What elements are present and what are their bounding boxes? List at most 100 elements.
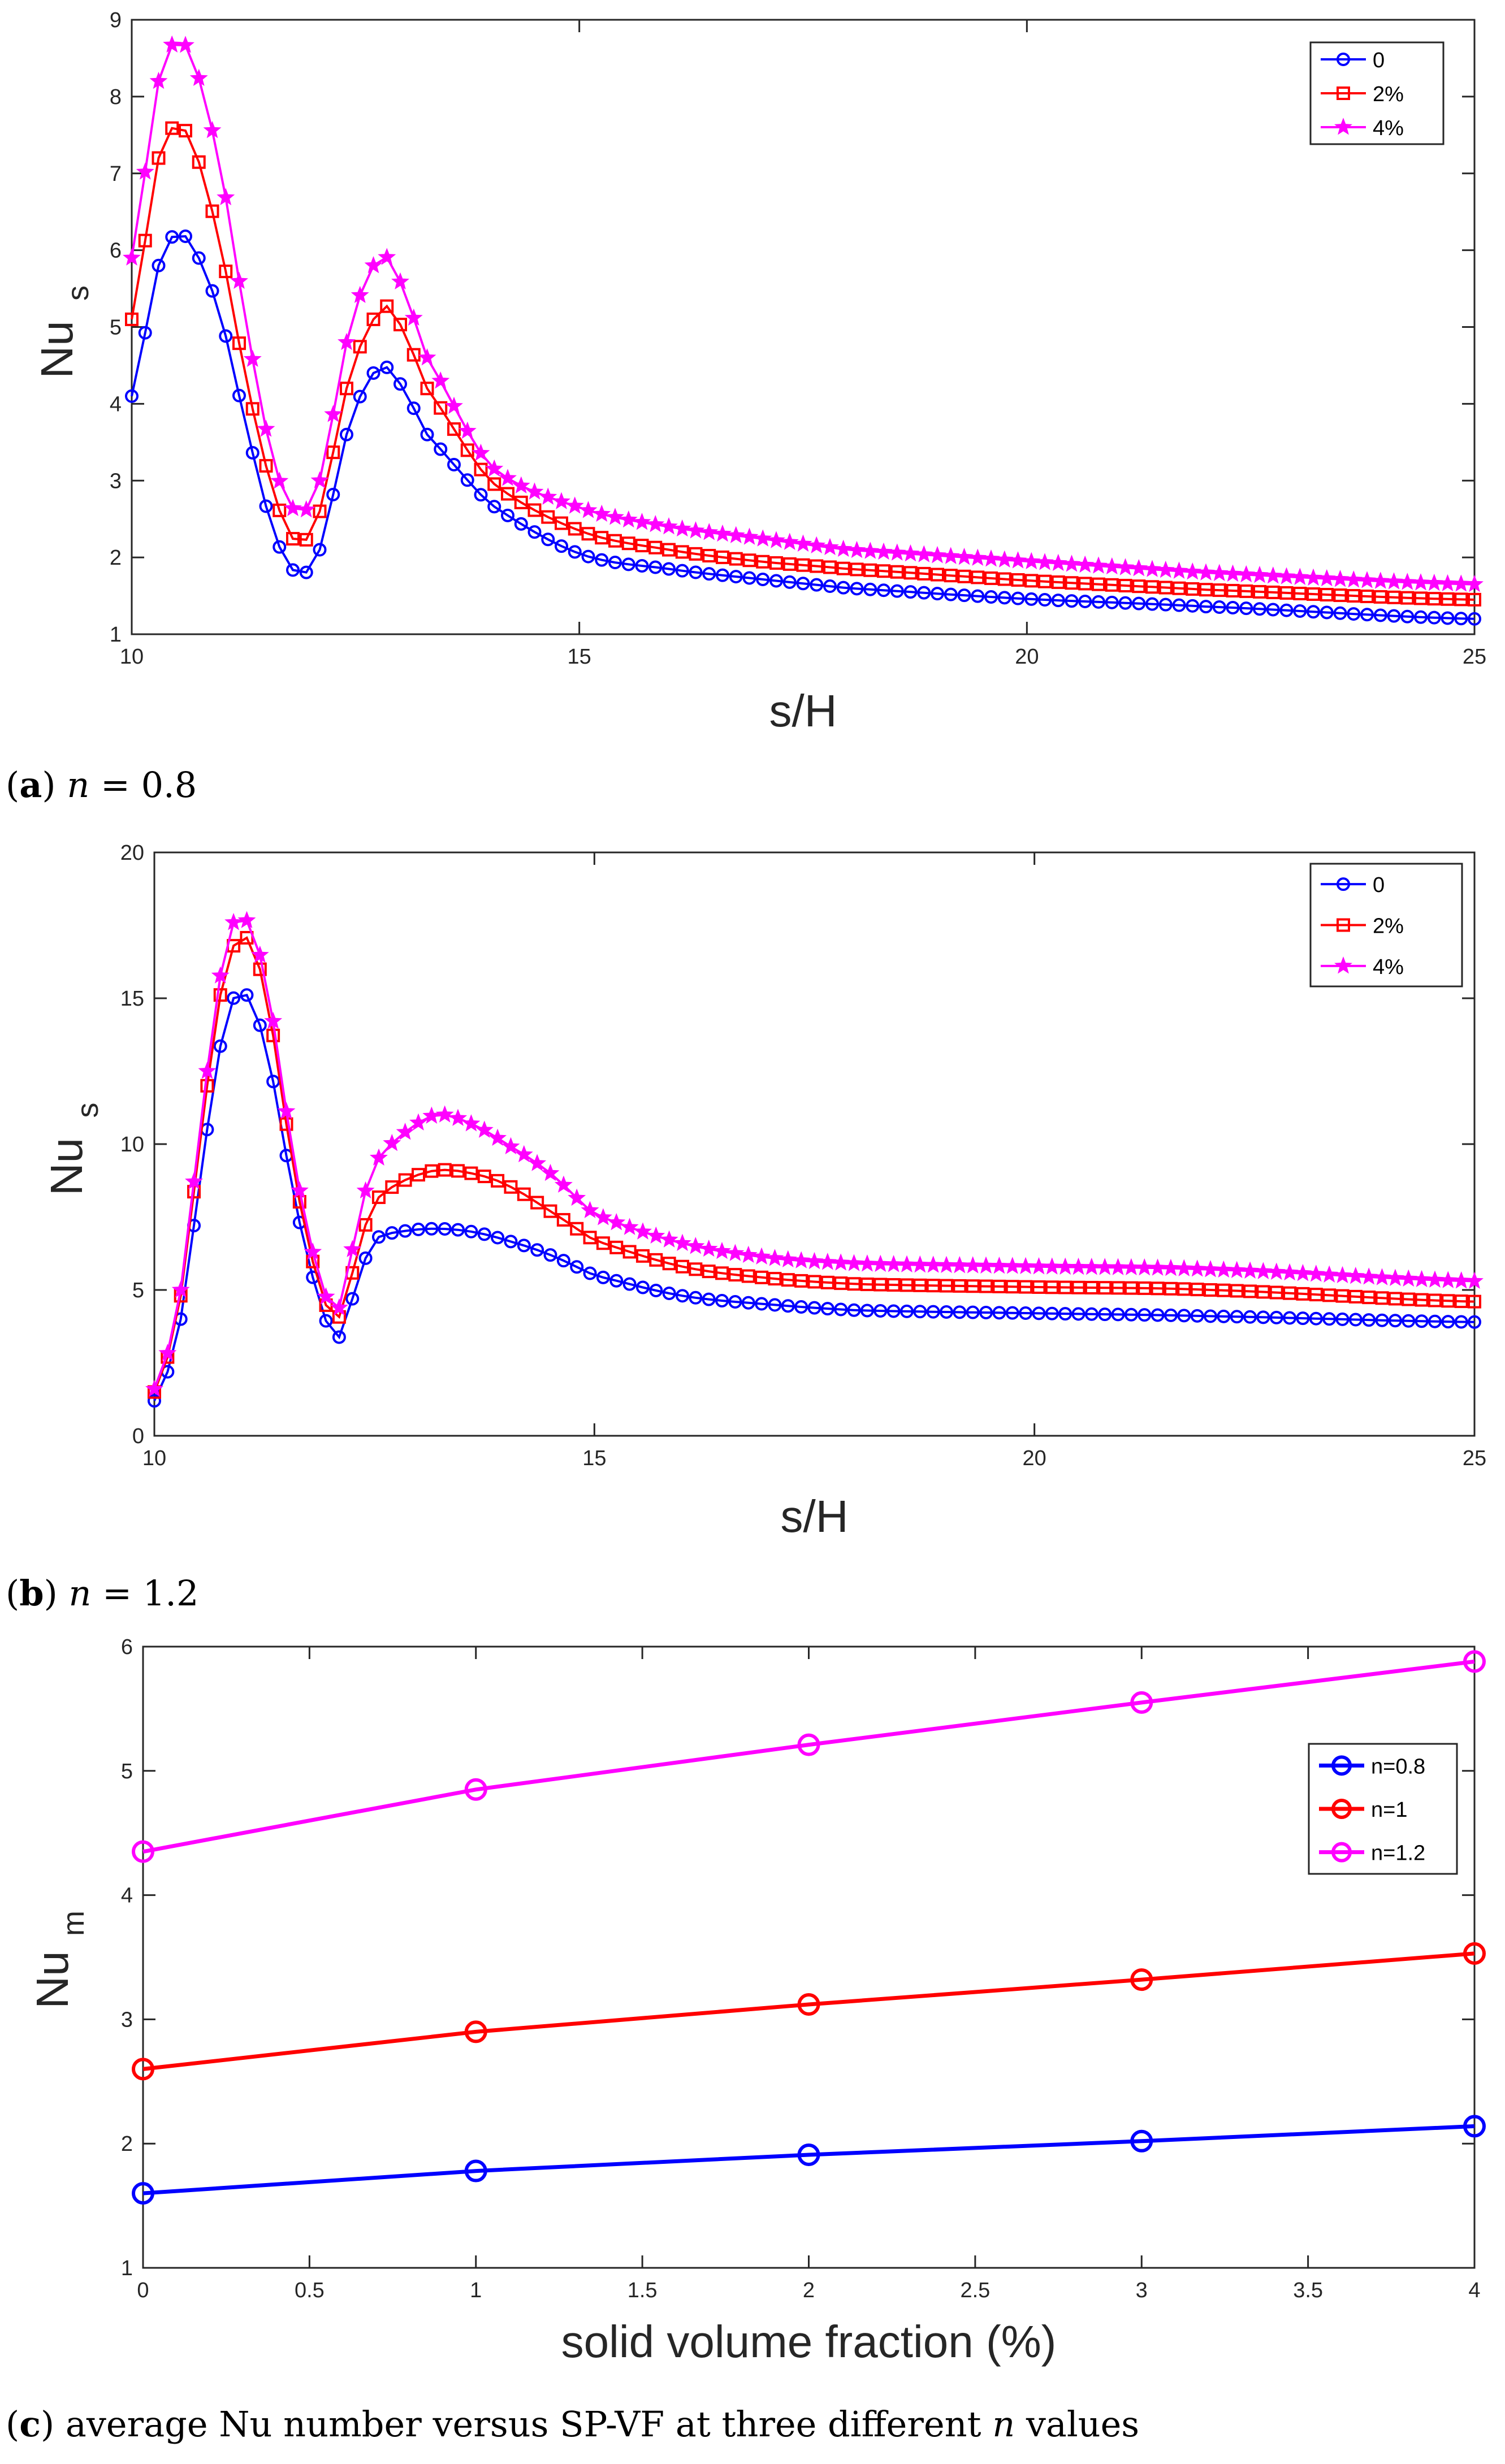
data-point <box>676 1289 689 1303</box>
data-point <box>754 529 772 547</box>
data-point <box>1412 1270 1431 1288</box>
data-point <box>863 582 877 596</box>
legend: 0 2% 4% <box>1309 41 1445 145</box>
data-point <box>1058 1280 1072 1294</box>
data-point <box>834 539 853 557</box>
data-point <box>850 562 864 577</box>
data-point <box>941 547 960 564</box>
data-point <box>1111 1281 1125 1295</box>
data-point <box>850 582 864 596</box>
data-point <box>1335 1312 1350 1326</box>
data-point <box>621 536 635 551</box>
data-point <box>171 1280 190 1298</box>
data-point <box>622 1277 637 1291</box>
y-tick-label: 5 <box>121 1760 133 1783</box>
data-point <box>434 401 448 415</box>
y-tick-label: 20 <box>120 841 144 865</box>
data-point <box>1124 1281 1138 1295</box>
data-point <box>330 1298 348 1316</box>
data-point <box>132 1840 154 1863</box>
data-point <box>594 1208 612 1225</box>
data-point <box>499 469 517 486</box>
series-line <box>131 235 1475 620</box>
data-point <box>451 1164 465 1178</box>
data-point <box>968 548 987 566</box>
data-point <box>1256 1285 1270 1299</box>
data-point <box>903 585 918 599</box>
data-point <box>1111 1307 1125 1322</box>
data-point <box>398 1173 412 1187</box>
data-point <box>794 1300 808 1314</box>
chart-panel-c: 0 0.5 1 1.5 2 2.5 3 3.5 4 1 2 3 4 5 6 solid volume frac… <box>6 1635 1486 2445</box>
data-point <box>673 519 691 537</box>
series-4% <box>123 35 1484 592</box>
legend-marker <box>1331 1799 1352 1819</box>
data-point <box>797 1733 820 1756</box>
data-point <box>138 326 152 340</box>
data-point <box>1254 1262 1273 1279</box>
data-point <box>477 1170 491 1184</box>
data-point <box>1170 561 1188 579</box>
data-point <box>1239 584 1253 598</box>
data-point <box>796 558 810 572</box>
data-point <box>1360 1267 1378 1285</box>
legend-label: n=1.2 <box>1371 1842 1425 1865</box>
data-point <box>297 500 315 518</box>
data-point <box>179 229 192 243</box>
data-point <box>1062 555 1081 572</box>
caption-variable: n <box>68 1573 91 1614</box>
data-point <box>635 539 649 553</box>
data-point <box>425 1164 439 1178</box>
data-point <box>279 1117 293 1131</box>
data-point <box>1253 584 1266 599</box>
data-point <box>1243 1284 1257 1298</box>
data-point <box>253 1018 267 1032</box>
data-point <box>541 1163 560 1181</box>
data-point <box>1277 567 1296 584</box>
figure-caption: (c) average Nu number versus SP-VF at th… <box>6 2404 1139 2445</box>
data-point <box>926 1279 940 1293</box>
data-point <box>1092 577 1105 591</box>
data-point <box>715 1293 729 1307</box>
data-point <box>1237 565 1256 583</box>
data-point <box>782 575 797 589</box>
data-point <box>552 492 570 509</box>
data-point <box>125 312 139 326</box>
data-point <box>398 1224 412 1238</box>
data-point <box>1307 1265 1325 1282</box>
x-tick-label: 15 <box>582 1447 606 1470</box>
data-point <box>877 583 890 597</box>
data-point <box>259 459 273 473</box>
data-point <box>1045 1306 1059 1320</box>
data-point <box>595 553 609 567</box>
data-point <box>635 1280 650 1294</box>
data-point <box>756 573 770 587</box>
x-axis-label: s/H <box>781 1491 849 1541</box>
y-axis-label: Nu s <box>32 285 95 379</box>
x-tick-label: 0.5 <box>295 2279 325 2302</box>
data-point <box>917 586 931 600</box>
data-point <box>1226 601 1240 615</box>
data-point <box>621 557 635 571</box>
data-point <box>1116 558 1135 575</box>
data-point <box>834 1302 848 1317</box>
x-tick-label: 20 <box>1015 645 1039 669</box>
data-point <box>1465 574 1484 592</box>
data-point <box>689 547 703 561</box>
data-point <box>1307 587 1320 601</box>
data-point <box>1005 1280 1019 1294</box>
data-point <box>805 1252 824 1270</box>
chart-panel-b: 10 15 20 25 0 5 10 15 20 s/H Nu s 0 2% 4% (b) n = 1.2 <box>6 841 1486 1614</box>
data-point <box>240 988 254 1002</box>
data-point <box>224 912 243 930</box>
series-line <box>142 1951 1475 2071</box>
data-point <box>1045 1280 1059 1294</box>
data-point <box>1398 573 1417 590</box>
caption-text: = 0.8 <box>89 764 197 806</box>
data-point <box>554 1175 573 1193</box>
data-point <box>1076 555 1095 573</box>
data-point <box>1322 1312 1337 1326</box>
data-point <box>726 526 745 543</box>
data-point <box>366 312 380 326</box>
data-point <box>1269 1310 1283 1324</box>
